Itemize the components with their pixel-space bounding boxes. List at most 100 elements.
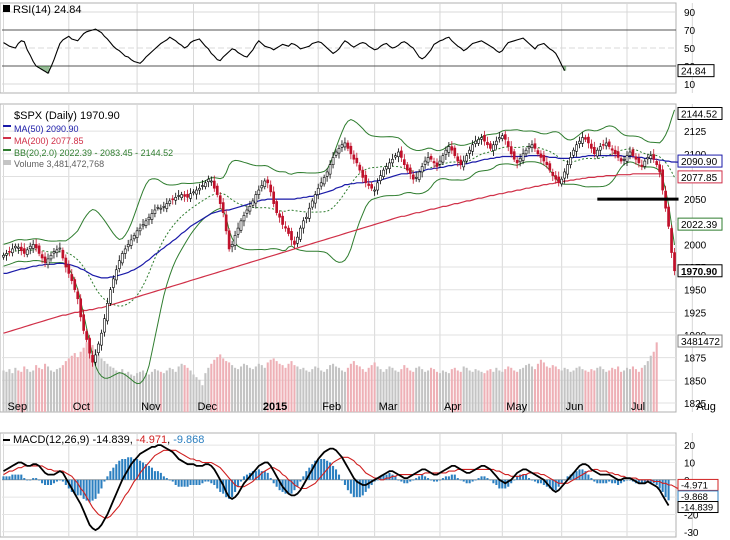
candle-body bbox=[156, 206, 160, 209]
candle-body bbox=[542, 154, 546, 162]
macd-histogram-bar bbox=[290, 479, 293, 494]
candle-body bbox=[646, 157, 650, 160]
macd-line bbox=[3, 444, 670, 532]
volume-bar bbox=[634, 369, 637, 412]
macd-histogram-bar bbox=[5, 476, 8, 480]
candle-body bbox=[575, 144, 578, 152]
volume-bar bbox=[599, 366, 602, 412]
volume-bar bbox=[248, 367, 251, 412]
candle-body bbox=[233, 235, 237, 246]
candle-body bbox=[492, 144, 495, 151]
candle-body bbox=[40, 254, 44, 259]
volume-bar bbox=[569, 371, 572, 412]
volume-bar bbox=[605, 371, 608, 412]
macd-histogram-bar bbox=[661, 479, 664, 492]
price-last-box bbox=[677, 264, 723, 278]
candle-body bbox=[402, 159, 406, 165]
volume-bar bbox=[456, 370, 459, 412]
macd-histogram-bar bbox=[536, 479, 539, 484]
volume-bar bbox=[545, 366, 548, 412]
macd-histogram-bar bbox=[183, 479, 186, 487]
macd-histogram-bar bbox=[483, 476, 486, 480]
rsi-panel: 907050301024.84 bbox=[0, 2, 715, 94]
macd-histogram-bar bbox=[418, 476, 421, 480]
macd-histogram-bar bbox=[82, 479, 85, 499]
volume-bar bbox=[198, 379, 201, 412]
candle-body bbox=[578, 140, 581, 144]
volume-bar bbox=[284, 367, 287, 412]
macd-histogram-bar bbox=[465, 479, 468, 484]
candle-body bbox=[343, 142, 347, 148]
candle-body bbox=[144, 220, 148, 226]
candle-body bbox=[159, 207, 163, 210]
candle-body bbox=[73, 279, 77, 291]
candle-body bbox=[503, 134, 507, 140]
ma50-swatch bbox=[3, 125, 11, 127]
macd-histogram-bar bbox=[602, 479, 605, 484]
volume-bar bbox=[115, 370, 118, 412]
volume-bar bbox=[144, 373, 148, 412]
macd-histogram-bar bbox=[623, 479, 626, 482]
volume-bar bbox=[418, 366, 421, 412]
volume-bar bbox=[462, 366, 465, 412]
candle-body bbox=[100, 332, 103, 346]
candle-body bbox=[515, 160, 519, 164]
macd-histogram-bar bbox=[334, 469, 338, 480]
macd-histogram-bar bbox=[118, 460, 121, 480]
candle-body bbox=[619, 158, 623, 162]
candle-body bbox=[423, 160, 427, 165]
volume-bar bbox=[263, 367, 266, 412]
volume-bar bbox=[332, 363, 335, 412]
volume-bar bbox=[14, 367, 17, 412]
macd-histogram-bar bbox=[32, 478, 35, 480]
macd-histogram-bar bbox=[136, 459, 139, 480]
candle-body bbox=[379, 175, 382, 181]
macd-histogram-bar bbox=[519, 474, 522, 480]
macd-histogram-bar bbox=[275, 479, 278, 487]
volume-bar bbox=[581, 369, 584, 412]
macd-histogram-bar bbox=[103, 479, 106, 482]
macd-histogram-bar bbox=[228, 479, 231, 499]
volume-bar bbox=[91, 345, 94, 412]
volume-bar bbox=[355, 365, 358, 412]
volume-bar bbox=[513, 370, 516, 412]
volume-bar bbox=[557, 369, 560, 412]
candle-body bbox=[174, 197, 178, 201]
volume-bar bbox=[614, 369, 617, 412]
volume-bar bbox=[498, 370, 501, 412]
macd-histogram-bar bbox=[430, 479, 433, 481]
macd-histogram-bar bbox=[237, 479, 240, 487]
volume-bar bbox=[477, 370, 480, 412]
volume-bar bbox=[296, 366, 299, 412]
price-last-value: 2090.90 bbox=[681, 157, 718, 168]
candle-body bbox=[462, 160, 466, 168]
volume-bar bbox=[655, 342, 658, 412]
macd-histogram-bar bbox=[320, 459, 323, 480]
volume-bar bbox=[578, 366, 581, 412]
macd-histogram-bar bbox=[415, 478, 418, 480]
candle-body bbox=[572, 149, 575, 156]
volume-bar bbox=[156, 370, 159, 412]
macd-histogram-bar bbox=[614, 479, 617, 484]
volume-bar bbox=[486, 370, 489, 412]
macd-histogram-bar bbox=[17, 474, 20, 480]
macd-histogram-bar bbox=[23, 478, 26, 480]
macd-histogram-bar bbox=[530, 479, 534, 481]
volume-legend: Volume 3,481,472,768 bbox=[14, 159, 104, 169]
rsi-oversold-fill bbox=[563, 66, 567, 71]
volume-bar bbox=[483, 373, 486, 412]
candle-body bbox=[88, 338, 91, 354]
candle-body bbox=[548, 163, 552, 171]
candle-body bbox=[120, 253, 124, 264]
candle-body bbox=[266, 179, 270, 184]
volume-bar bbox=[195, 377, 198, 412]
candle-body bbox=[293, 240, 296, 245]
volume-bar bbox=[311, 369, 314, 412]
volume-bar bbox=[287, 363, 290, 412]
macd-panel: 20100-10-20-30-4.971-9.868-14.839 bbox=[0, 432, 719, 539]
candle-body bbox=[468, 149, 471, 154]
candle-body bbox=[420, 166, 424, 173]
candle-body bbox=[670, 228, 673, 253]
volume-bar bbox=[239, 366, 243, 412]
candle-body bbox=[43, 256, 47, 263]
